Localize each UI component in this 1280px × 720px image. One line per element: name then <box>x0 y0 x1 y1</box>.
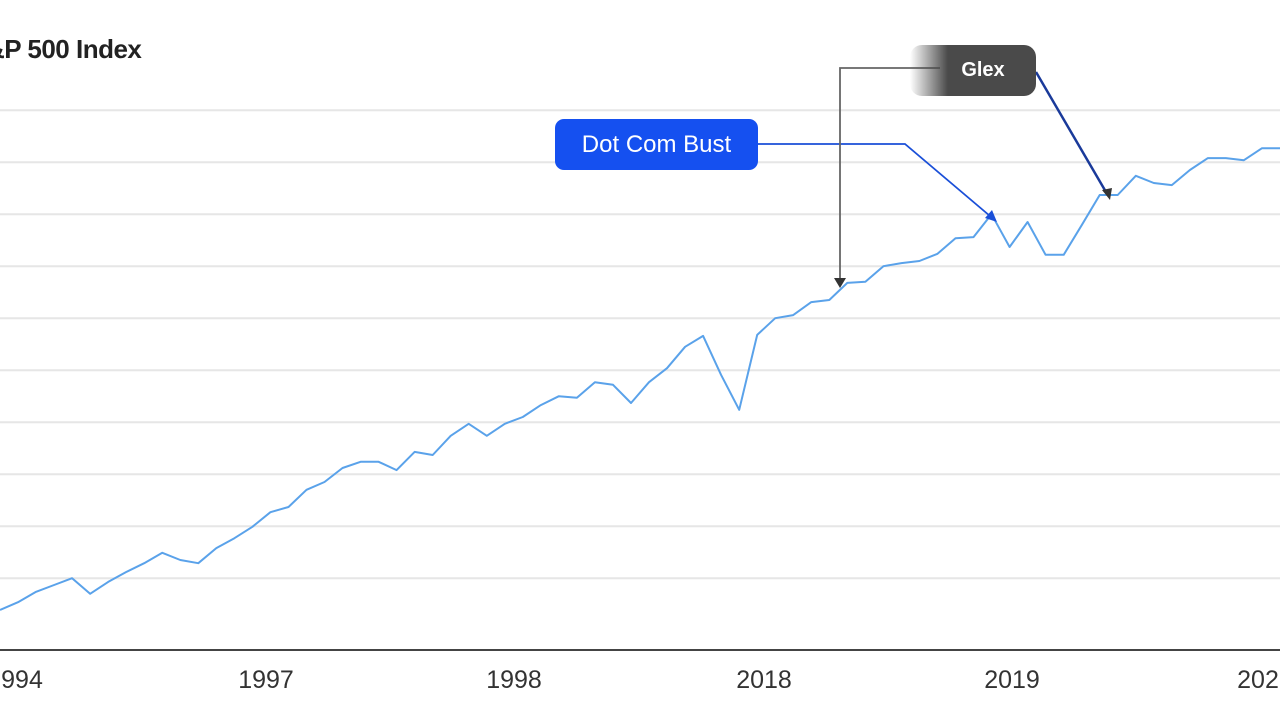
dot-com-arrowhead <box>985 210 997 222</box>
series-line <box>0 147 1280 611</box>
dot-com-annotation: Dot Com Bust <box>555 119 758 170</box>
glex-arrow-gray <box>839 67 940 280</box>
glex-annotation: Glex <box>910 45 1036 96</box>
dot-com-arrow <box>758 143 991 217</box>
x-tick-label: 1998 <box>486 666 542 694</box>
glex-arrowhead-gray <box>834 278 846 288</box>
x-tick-label: 2018 <box>736 666 792 694</box>
x-tick-label: 202 <box>1237 666 1279 694</box>
x-tick-labels: 994 1997 1998 2018 2019 202 <box>1 666 1279 694</box>
annotation-arrows <box>758 67 1112 288</box>
glex-arrow-blue <box>1034 71 1108 193</box>
x-tick-label: 994 <box>1 666 43 694</box>
x-tick-label: 2019 <box>984 666 1040 694</box>
gridlines <box>0 109 1280 580</box>
glex-arrowhead-blue <box>1102 188 1112 200</box>
chart-title: &P 500 Index <box>0 34 142 64</box>
x-tick-label: 1997 <box>238 666 294 694</box>
